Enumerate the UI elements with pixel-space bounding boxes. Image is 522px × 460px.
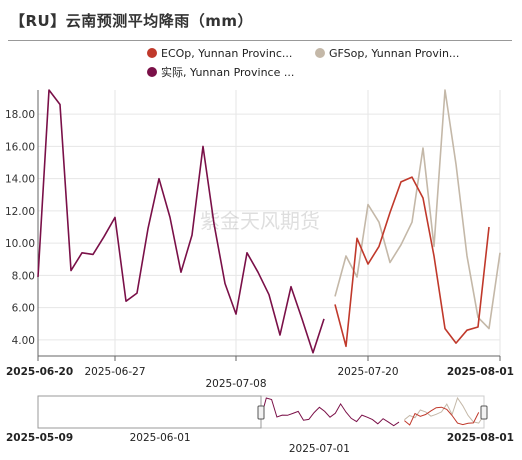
legend-label: GFSop, Yunnan Provin...: [329, 47, 459, 60]
title-divider: [8, 40, 512, 41]
navigator-handle-left[interactable]: [257, 405, 265, 420]
x-tick-label: 2025-06-27: [84, 366, 145, 378]
navigator-tick-label: 2025-07-01: [289, 443, 350, 455]
x-tick-label: 2025-07-08: [205, 378, 266, 390]
legend-marker: [147, 48, 157, 58]
navigator-line-ecop: [404, 406, 480, 426]
x-tick-label: 2025-06-20: [6, 366, 73, 378]
navigator-unselected-area: [37, 395, 262, 429]
navigator-tick-label: 2025-06-01: [130, 432, 191, 444]
chart-legend: ECOp, Yunnan Provinc... GFSop, Yunnan Pro…: [147, 47, 459, 79]
x-tick-label: 2025-07-20: [337, 366, 398, 378]
legend-marker: [315, 48, 325, 58]
navigator-handle-right[interactable]: [480, 405, 488, 420]
legend-label: ECOp, Yunnan Provinc...: [161, 47, 292, 60]
x-axis: 2025-06-20 2025-06-27 2025-07-08 2025-07-20…: [6, 355, 514, 390]
series-line-actual: [37, 89, 325, 354]
series-lines: [37, 89, 501, 354]
x-tick-label: 2025-08-01: [447, 366, 514, 378]
y-tick-label: 6.00: [12, 303, 35, 315]
y-tick-label: 16.00: [5, 141, 35, 153]
legend-marker: [147, 67, 157, 77]
y-axis: 18.00 16.00 14.00 12.00 10.00 8.00 6.00 4.00: [5, 90, 39, 356]
navigator-tick-label: 2025-08-01: [447, 432, 514, 444]
y-tick-label: 4.00: [12, 335, 35, 347]
legend-label: 实际, Yunnan Province ...: [161, 65, 294, 79]
y-tick-label: 10.00: [5, 238, 35, 250]
y-tick-label: 14.00: [5, 174, 35, 186]
series-line-ecop: [334, 176, 490, 348]
navigator-tick-label: 2025-05-09: [6, 432, 73, 444]
chart-title: 【RU】云南预测平均降雨（mm）: [10, 12, 253, 30]
y-tick-label: 8.00: [12, 270, 35, 282]
y-tick-label: 12.00: [5, 206, 35, 218]
y-tick-label: 18.00: [5, 109, 35, 121]
series-line-gfsop: [334, 89, 501, 330]
range-navigator[interactable]: 2025-05-09 2025-06-01 2025-07-01 2025-08-01: [6, 395, 514, 455]
watermark: 紫金天风期货: [200, 209, 320, 233]
navigator-line-actual: [260, 397, 400, 427]
